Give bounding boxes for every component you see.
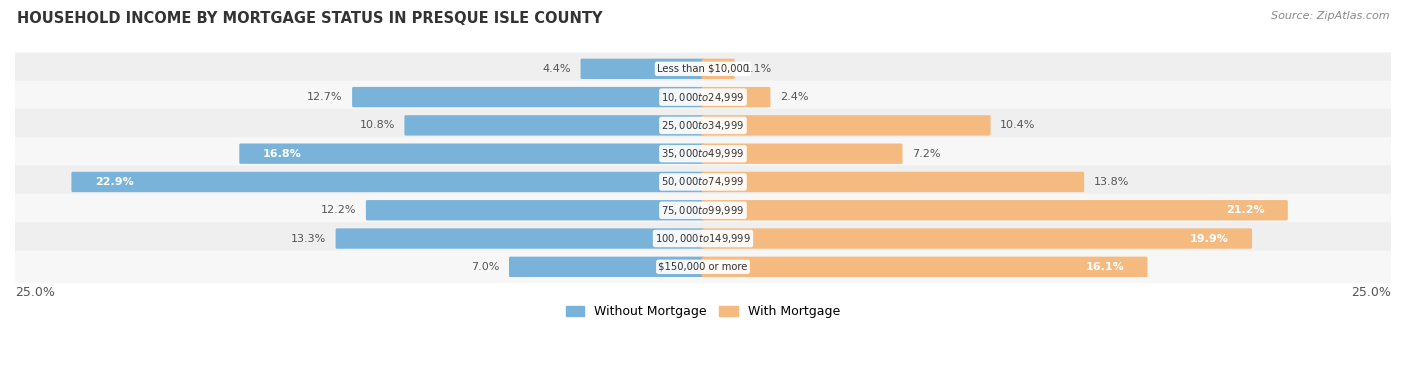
Text: 13.3%: 13.3% — [291, 234, 326, 243]
Text: $50,000 to $74,999: $50,000 to $74,999 — [661, 175, 745, 189]
FancyBboxPatch shape — [702, 200, 1288, 220]
FancyBboxPatch shape — [702, 172, 1084, 192]
FancyBboxPatch shape — [702, 144, 903, 164]
Text: $10,000 to $24,999: $10,000 to $24,999 — [661, 91, 745, 104]
FancyBboxPatch shape — [336, 228, 704, 249]
FancyBboxPatch shape — [702, 59, 735, 79]
Text: 7.2%: 7.2% — [912, 149, 941, 159]
Text: 22.9%: 22.9% — [94, 177, 134, 187]
Text: $150,000 or more: $150,000 or more — [658, 262, 748, 272]
FancyBboxPatch shape — [239, 144, 704, 164]
Text: 10.4%: 10.4% — [1000, 120, 1036, 130]
Text: 4.4%: 4.4% — [543, 64, 571, 74]
FancyBboxPatch shape — [366, 200, 704, 220]
FancyBboxPatch shape — [11, 53, 1395, 85]
Text: 12.7%: 12.7% — [307, 92, 343, 102]
FancyBboxPatch shape — [72, 172, 704, 192]
Text: 21.2%: 21.2% — [1226, 205, 1264, 215]
Text: $35,000 to $49,999: $35,000 to $49,999 — [661, 147, 745, 160]
Text: 12.2%: 12.2% — [321, 205, 356, 215]
Text: HOUSEHOLD INCOME BY MORTGAGE STATUS IN PRESQUE ISLE COUNTY: HOUSEHOLD INCOME BY MORTGAGE STATUS IN P… — [17, 11, 602, 26]
FancyBboxPatch shape — [11, 250, 1395, 283]
Text: $75,000 to $99,999: $75,000 to $99,999 — [661, 204, 745, 217]
Text: $25,000 to $34,999: $25,000 to $34,999 — [661, 119, 745, 132]
Text: Source: ZipAtlas.com: Source: ZipAtlas.com — [1271, 11, 1389, 21]
FancyBboxPatch shape — [11, 137, 1395, 170]
FancyBboxPatch shape — [11, 109, 1395, 142]
Text: 19.9%: 19.9% — [1189, 234, 1229, 243]
Text: 13.8%: 13.8% — [1094, 177, 1129, 187]
FancyBboxPatch shape — [405, 115, 704, 136]
Text: 7.0%: 7.0% — [471, 262, 499, 272]
FancyBboxPatch shape — [702, 87, 770, 107]
FancyBboxPatch shape — [11, 194, 1395, 227]
FancyBboxPatch shape — [352, 87, 704, 107]
Text: 25.0%: 25.0% — [15, 286, 55, 299]
FancyBboxPatch shape — [702, 228, 1251, 249]
Text: $100,000 to $149,999: $100,000 to $149,999 — [655, 232, 751, 245]
Text: 16.8%: 16.8% — [263, 149, 301, 159]
FancyBboxPatch shape — [702, 257, 1147, 277]
Text: 10.8%: 10.8% — [360, 120, 395, 130]
FancyBboxPatch shape — [11, 222, 1395, 255]
FancyBboxPatch shape — [509, 257, 704, 277]
Text: 16.1%: 16.1% — [1085, 262, 1123, 272]
FancyBboxPatch shape — [11, 81, 1395, 113]
Text: 2.4%: 2.4% — [780, 92, 808, 102]
Text: 1.1%: 1.1% — [744, 64, 772, 74]
Legend: Without Mortgage, With Mortgage: Without Mortgage, With Mortgage — [561, 300, 845, 323]
FancyBboxPatch shape — [581, 59, 704, 79]
FancyBboxPatch shape — [11, 166, 1395, 198]
FancyBboxPatch shape — [702, 115, 991, 136]
Text: Less than $10,000: Less than $10,000 — [657, 64, 749, 74]
Text: 25.0%: 25.0% — [1351, 286, 1391, 299]
